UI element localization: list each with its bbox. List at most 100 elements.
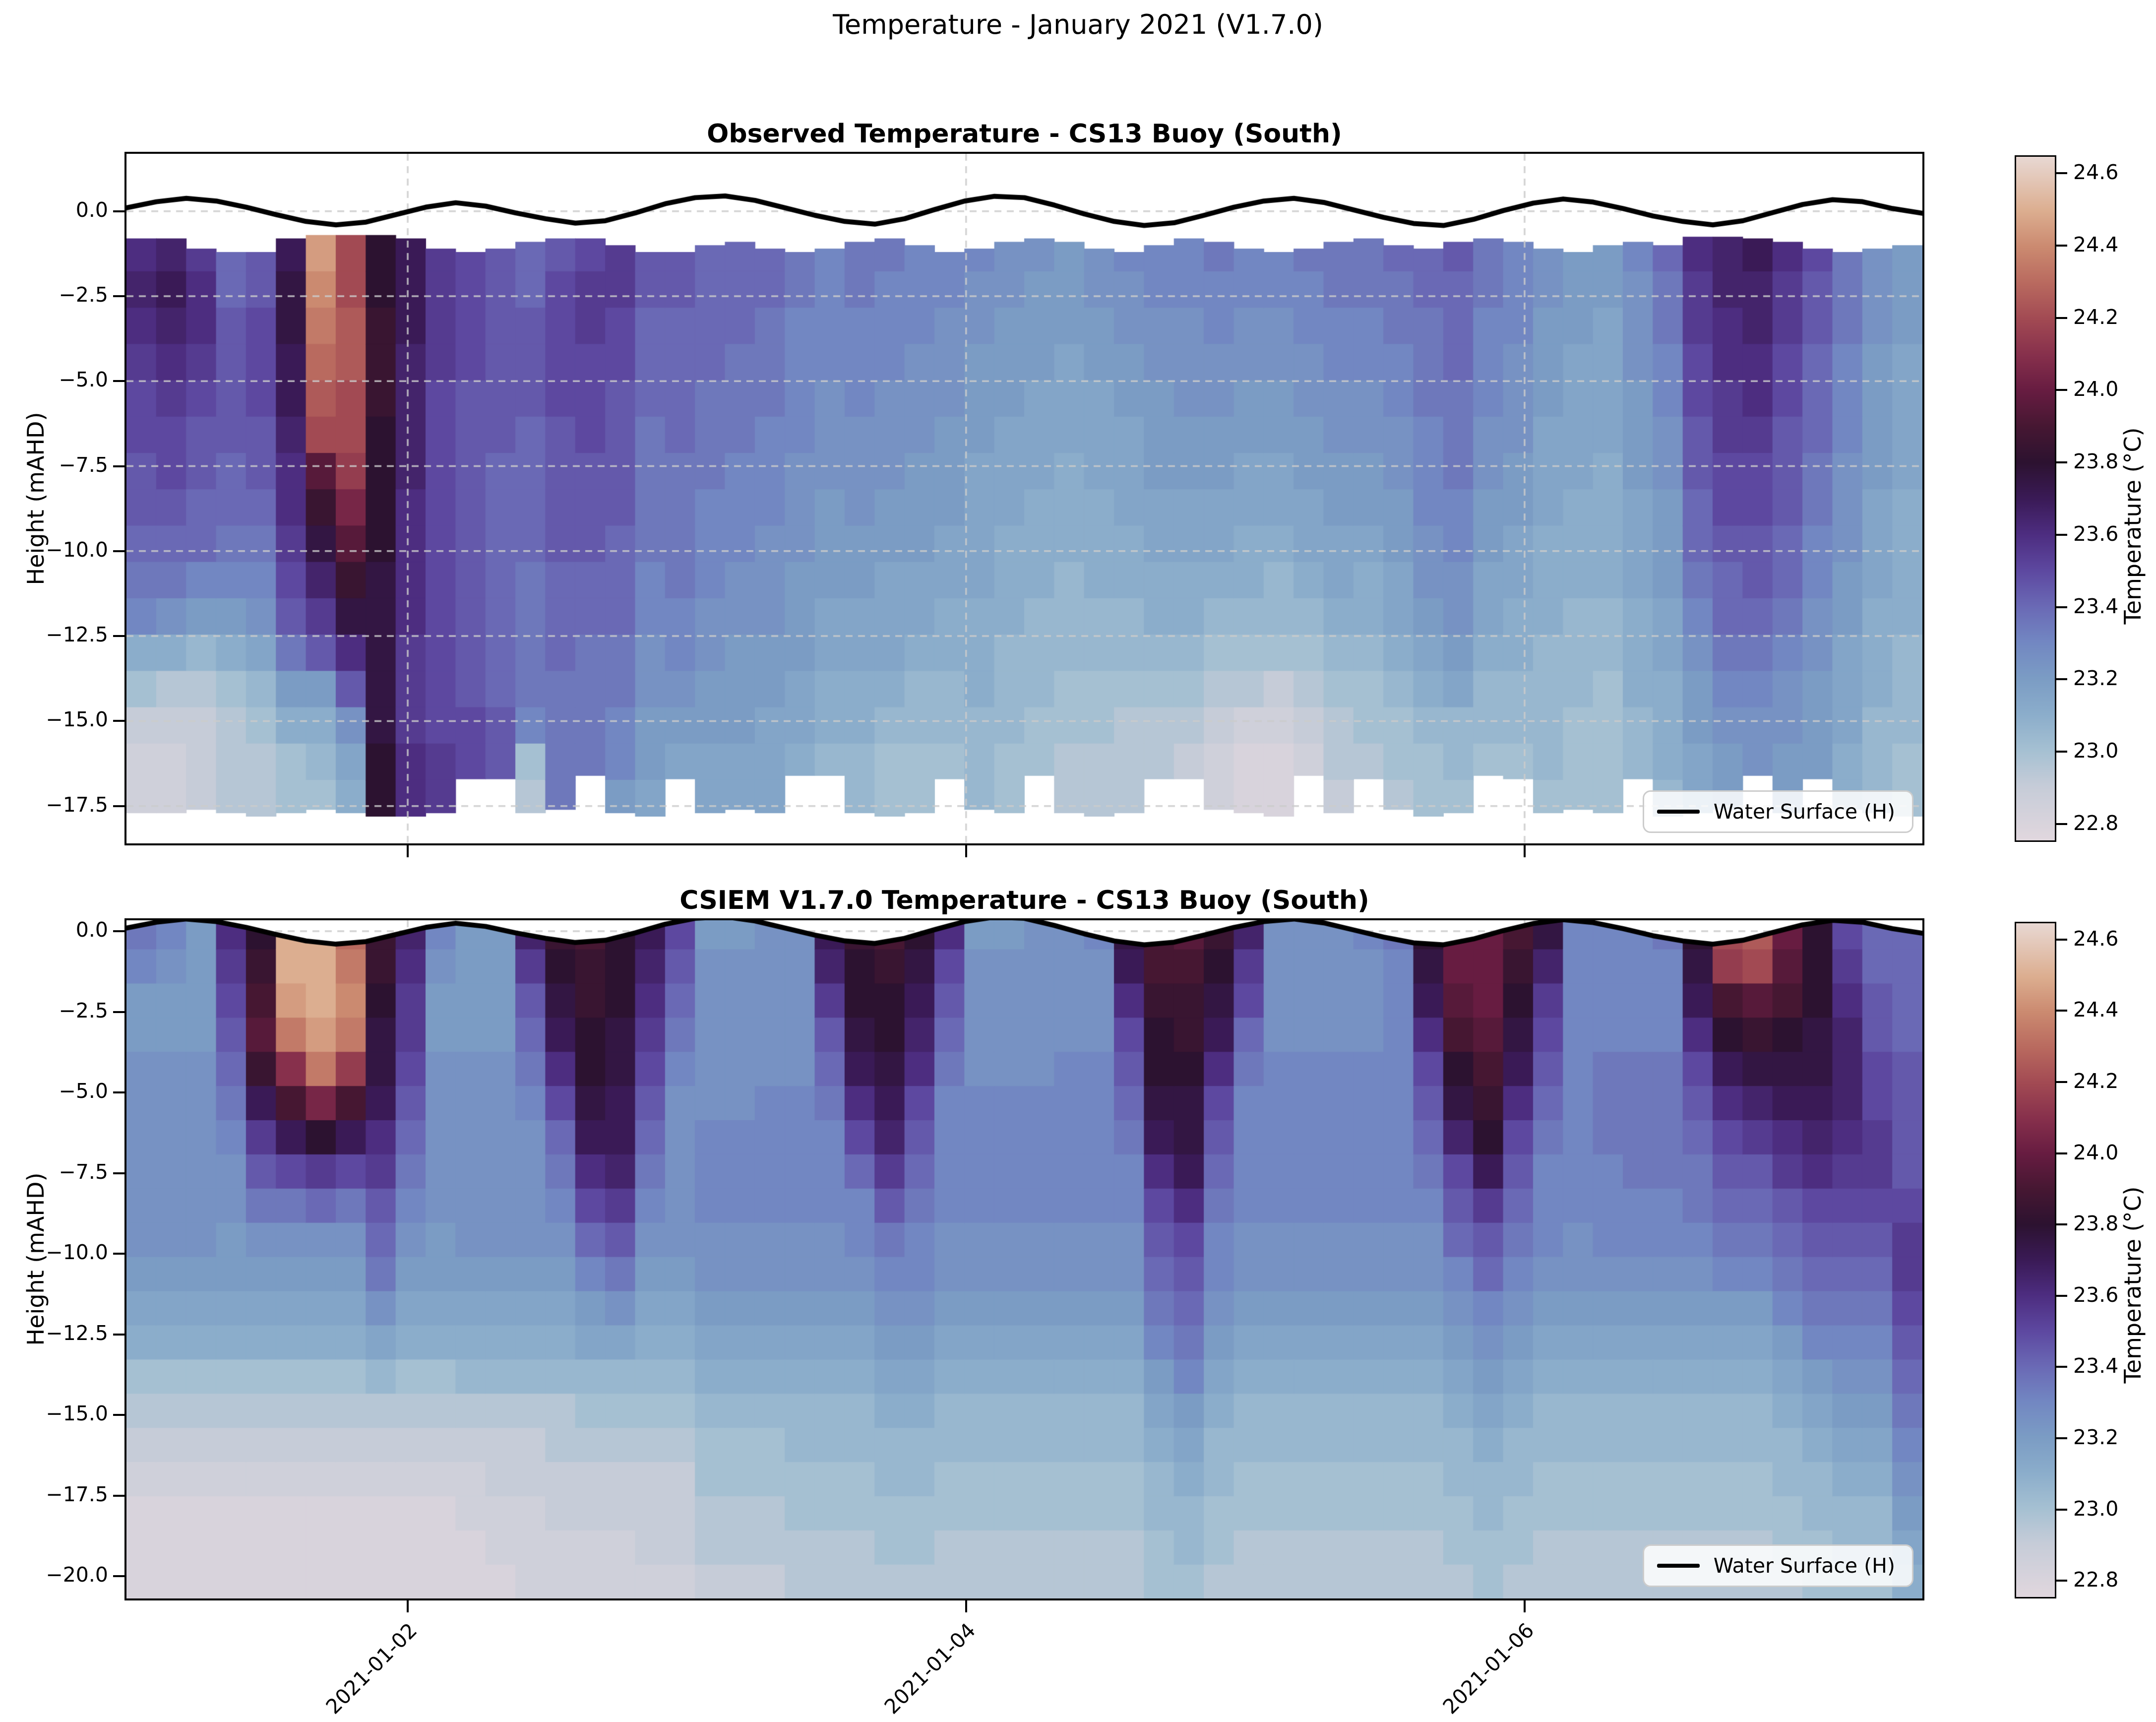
y-tick-mark <box>113 1575 125 1578</box>
colorbar-tick-mark <box>2056 1010 2067 1012</box>
colorbar-tick-mark <box>2056 317 2067 319</box>
y-tick-label: −12.5 <box>46 1321 108 1345</box>
y-tick-mark <box>113 210 125 212</box>
colorbar-tick-mark <box>2056 1580 2067 1582</box>
model-colorbar <box>2015 922 2056 1598</box>
observed-colorbar-label: Temperature (°C) <box>2119 427 2146 625</box>
x-tick-label: 2021-01-06 <box>1404 1618 1538 1719</box>
observed-colorbar <box>2015 155 2056 842</box>
colorbar-tick-mark <box>2056 750 2067 753</box>
y-tick-label: 0.0 <box>75 197 108 222</box>
colorbar-tick-mark <box>2056 1223 2067 1226</box>
colorbar-tick-mark <box>2056 245 2067 247</box>
colorbar-tick-mark <box>2056 1081 2067 1084</box>
y-tick-mark <box>113 1091 125 1094</box>
y-tick-label: −5.0 <box>59 368 108 392</box>
colorbar-tick-mark <box>2056 1437 2067 1439</box>
observed-heatmap-canvas <box>126 154 1922 843</box>
colorbar-tick-label: 23.8 <box>2073 1212 2119 1236</box>
colorbar-tick-mark <box>2056 678 2067 681</box>
y-tick-label: −2.5 <box>59 283 108 307</box>
x-tick-mark <box>1523 1600 1526 1612</box>
colorbar-tick-label: 23.4 <box>2073 594 2119 618</box>
y-tick-label: −15.0 <box>46 1402 108 1426</box>
model-panel-title: CSIEM V1.7.0 Temperature - CS13 Buoy (So… <box>679 886 1369 915</box>
y-tick-label: −17.5 <box>46 792 108 817</box>
colorbar-tick-mark <box>2056 938 2067 941</box>
y-tick-mark <box>113 1333 125 1336</box>
y-tick-mark <box>113 635 125 638</box>
colorbar-tick-label: 23.4 <box>2073 1354 2119 1378</box>
x-tick-label-text: 2021-01-06 <box>1438 1618 1539 1719</box>
colorbar-tick-label: 24.0 <box>2073 377 2119 401</box>
x-tick-mark-top-panel <box>407 845 409 857</box>
colorbar-tick-label: 24.6 <box>2073 926 2119 951</box>
x-tick-mark-top-panel <box>1523 845 1526 857</box>
colorbar-tick-mark <box>2056 1366 2067 1368</box>
colorbar-tick-label: 24.2 <box>2073 1069 2119 1093</box>
y-tick-mark <box>113 1011 125 1013</box>
model-legend-label: Water Surface (H) <box>1713 1554 1895 1578</box>
y-tick-label: −7.5 <box>59 1159 108 1184</box>
y-tick-label: −2.5 <box>59 998 108 1022</box>
colorbar-tick-mark <box>2056 1294 2067 1297</box>
colorbar-tick-label: 23.8 <box>2073 449 2119 474</box>
y-tick-mark <box>113 930 125 933</box>
y-tick-mark <box>113 805 125 807</box>
y-tick-mark <box>113 1172 125 1174</box>
y-tick-label: −5.0 <box>59 1079 108 1103</box>
y-tick-mark <box>113 1494 125 1497</box>
colorbar-tick-label: 23.6 <box>2073 1282 2119 1307</box>
x-tick-mark <box>407 1600 409 1612</box>
colorbar-tick-mark <box>2056 389 2067 391</box>
x-tick-label: 2021-01-02 <box>287 1618 422 1719</box>
y-tick-mark <box>113 550 125 552</box>
colorbar-tick-label: 23.6 <box>2073 521 2119 546</box>
colorbar-tick-label: 24.4 <box>2073 998 2119 1022</box>
colorbar-tick-label: 24.4 <box>2073 233 2119 257</box>
y-tick-mark <box>113 295 125 298</box>
water-surface-line-swatch <box>1657 810 1700 814</box>
y-tick-label: −20.0 <box>46 1563 108 1587</box>
model-legend: Water Surface (H) <box>1642 1544 1913 1587</box>
colorbar-tick-label: 24.2 <box>2073 305 2119 329</box>
colorbar-tick-mark <box>2056 1508 2067 1511</box>
colorbar-tick-mark <box>2056 461 2067 464</box>
x-tick-label-text: 2021-01-02 <box>321 1618 422 1719</box>
colorbar-tick-label: 23.2 <box>2073 1425 2119 1449</box>
colorbar-tick-mark <box>2056 823 2067 825</box>
y-tick-label: −15.0 <box>46 707 108 732</box>
figure-suptitle: Temperature - January 2021 (V1.7.0) <box>833 9 1323 40</box>
y-tick-mark <box>113 1414 125 1416</box>
y-tick-label: −12.5 <box>46 623 108 647</box>
colorbar-tick-mark <box>2056 172 2067 175</box>
y-tick-mark <box>113 1253 125 1255</box>
colorbar-tick-label: 24.6 <box>2073 160 2119 185</box>
y-tick-label: −7.5 <box>59 452 108 477</box>
water-surface-line-swatch <box>1657 1564 1700 1568</box>
y-tick-label: −17.5 <box>46 1482 108 1506</box>
y-tick-label: −10.0 <box>46 1240 108 1265</box>
colorbar-tick-label: 24.0 <box>2073 1140 2119 1164</box>
colorbar-tick-mark <box>2056 533 2067 536</box>
x-tick-mark <box>965 1600 967 1612</box>
model-heatmap-canvas <box>126 920 1922 1598</box>
y-tick-mark <box>113 465 125 467</box>
y-tick-label: −10.0 <box>46 537 108 562</box>
observed-y-axis-label: Height (mAHD) <box>22 412 49 585</box>
observed-legend: Water Surface (H) <box>1642 790 1913 833</box>
observed-legend-label: Water Surface (H) <box>1713 800 1895 824</box>
colorbar-tick-label: 23.0 <box>2073 738 2119 763</box>
y-tick-mark <box>113 720 125 722</box>
model-colorbar-label: Temperature (°C) <box>2119 1186 2146 1384</box>
y-tick-label: 0.0 <box>75 918 108 942</box>
colorbar-tick-label: 22.8 <box>2073 1568 2119 1592</box>
x-tick-label: 2021-01-04 <box>845 1618 980 1719</box>
x-tick-mark-top-panel <box>965 845 967 857</box>
y-tick-mark <box>113 380 125 383</box>
colorbar-tick-mark <box>2056 1152 2067 1154</box>
colorbar-tick-mark <box>2056 606 2067 608</box>
colorbar-tick-label: 23.2 <box>2073 666 2119 691</box>
x-tick-label-text: 2021-01-04 <box>879 1618 980 1719</box>
